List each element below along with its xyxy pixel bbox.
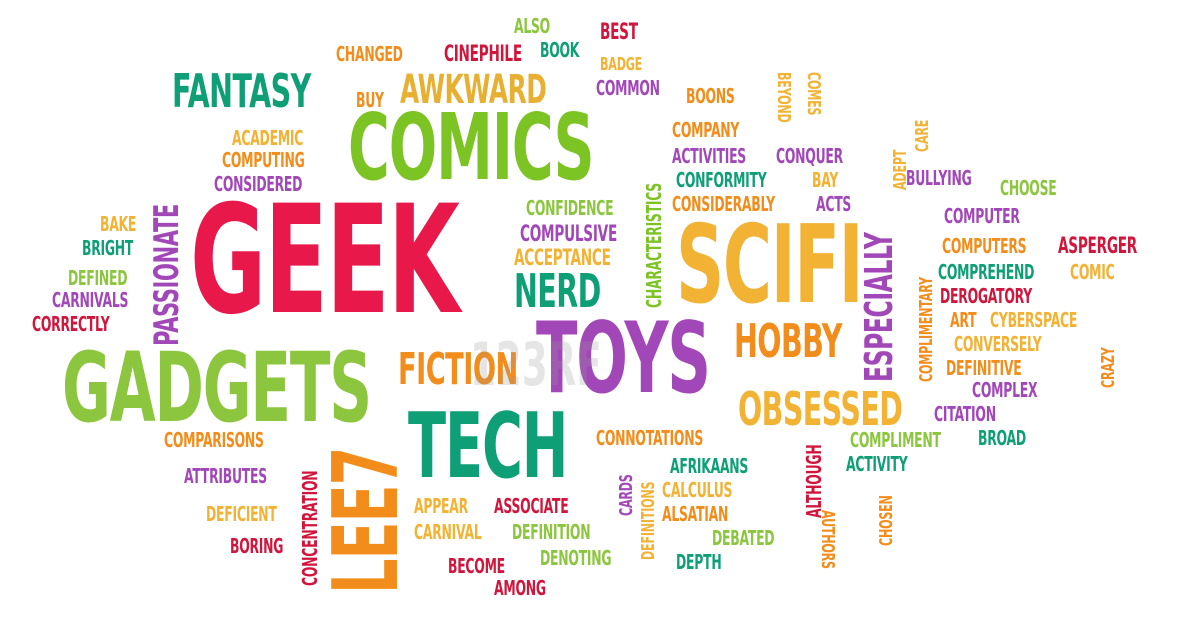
- word-considerably: CONSIDERABLY: [672, 192, 775, 216]
- word-debated: DEBATED: [712, 526, 775, 550]
- word-conversely: CONVERSELY: [954, 332, 1042, 356]
- word-academic: ACADEMIC: [232, 126, 304, 150]
- word-computer: COMPUTER: [944, 204, 1020, 228]
- word-citation: CITATION: [934, 402, 996, 426]
- word-confidence: CONFIDENCE: [526, 196, 614, 220]
- word-conformity: CONFORMITY: [676, 168, 767, 192]
- word-comprehend: COMPREHEND: [938, 260, 1035, 284]
- word-passionate: PASSIONATE: [147, 204, 187, 346]
- word-carnival: CARNIVAL: [414, 520, 482, 544]
- word-best: BEST: [600, 20, 638, 45]
- word-awkward: AWKWARD: [400, 67, 547, 113]
- word-depth: DEPTH: [676, 550, 722, 574]
- word-cyberspace: CYBERSPACE: [990, 308, 1078, 332]
- word-associate: ASSOCIATE: [494, 494, 569, 518]
- word-deficient: DEFICIENT: [206, 502, 277, 526]
- word-attributes: ATTRIBUTES: [184, 464, 267, 488]
- word-boring: BORING: [230, 534, 284, 558]
- word-definitive: DEFINITIVE: [946, 356, 1022, 380]
- word-defined: DEFINED: [68, 266, 128, 290]
- word-especially: ESPECIALLY: [857, 232, 901, 382]
- word-complimentary: COMPLIMENTARY: [916, 277, 937, 382]
- word-acceptance: ACCEPTANCE: [514, 246, 611, 271]
- word-company: COMPANY: [672, 118, 740, 142]
- word-bullying: BULLYING: [906, 166, 972, 190]
- word-nerd: NERD: [514, 264, 601, 318]
- word-tech: TECH: [408, 394, 568, 499]
- word-toys: TOYS: [536, 302, 711, 416]
- word-obsessed: OBSESSED: [738, 382, 903, 436]
- word-compulsive: COMPULSIVE: [520, 222, 617, 247]
- word-care: CARE: [912, 119, 933, 152]
- word-bake: BAKE: [100, 212, 137, 236]
- word-comes: COMES: [803, 72, 824, 116]
- word-compliment: COMPLIMENT: [850, 428, 941, 452]
- word-conquer: CONQUER: [776, 144, 843, 168]
- word-broad: BROAD: [978, 426, 1026, 450]
- word-also: ALSO: [514, 14, 550, 38]
- word-hobby: HOBBY: [734, 314, 842, 368]
- word-derogatory: DEROGATORY: [940, 284, 1033, 308]
- word-comparisons: COMPARISONS: [164, 428, 264, 452]
- watermark: 123RF: [470, 330, 602, 400]
- word-carnivals: CARNIVALS: [52, 288, 129, 312]
- word-considered: CONSIDERED: [214, 172, 303, 196]
- word-changed: CHANGED: [336, 42, 403, 66]
- word-comic: COMIC: [1070, 260, 1115, 284]
- word-crazy: CRAZY: [1098, 347, 1119, 388]
- word-connotations: CONNOTATIONS: [596, 426, 704, 450]
- word-definition: DEFINITION: [512, 520, 591, 544]
- word-geek: GEEK: [190, 174, 460, 348]
- word-badge: BADGE: [600, 54, 643, 75]
- word-become: BECOME: [448, 554, 505, 578]
- word-comics: COMICS: [348, 94, 595, 201]
- word-asperger: ASPERGER: [1058, 234, 1138, 259]
- word-denoting: DENOTING: [540, 546, 612, 570]
- word-complex: COMPLEX: [972, 378, 1038, 402]
- word-definitions: DEFINITIONS: [638, 481, 659, 560]
- word-fiction: FICTION: [398, 344, 518, 395]
- word-concentration: CONCENTRATION: [298, 470, 322, 586]
- word-gadgets: GADGETS: [62, 332, 372, 444]
- word-computing: COMPUTING: [222, 148, 305, 172]
- word-appear: APPEAR: [414, 494, 468, 518]
- word-cards: CARDS: [616, 474, 637, 516]
- word-boons: BOONS: [686, 84, 735, 108]
- word-choose: CHOOSE: [1000, 176, 1057, 200]
- word-bay: BAY: [812, 168, 839, 192]
- word-art: ART: [950, 308, 977, 332]
- word-characteristics: CHARACTERISTICS: [642, 183, 666, 308]
- word-acts: ACTS: [816, 192, 852, 216]
- word-afrikaans: AFRIKAANS: [670, 454, 749, 478]
- word-bright: BRIGHT: [82, 236, 134, 260]
- word-book: BOOK: [540, 38, 580, 62]
- word-fantasy: FANTASY: [172, 64, 311, 118]
- word-correctly: CORRECTLY: [32, 312, 110, 336]
- word-scifi: SCIFI: [676, 203, 864, 328]
- word-activity: ACTIVITY: [846, 452, 908, 476]
- word-buy: BUY: [356, 88, 384, 112]
- word-activities: ACTIVITIES: [672, 144, 746, 168]
- word-common: COMMON: [596, 76, 660, 100]
- word-among: AMONG: [494, 576, 546, 600]
- word-cinephile: CINEPHILE: [444, 42, 522, 67]
- word-calculus: CALCULUS: [662, 478, 733, 502]
- word-leet: LEE7: [314, 447, 419, 594]
- word-alsatian: ALSATIAN: [662, 502, 729, 526]
- word-computers: COMPUTERS: [942, 234, 1027, 258]
- word-although: ALTHOUGH: [802, 444, 826, 518]
- word-beyond: BEYOND: [773, 72, 794, 123]
- word-authors: AUTHORS: [817, 510, 838, 569]
- word-chosen: CHOSEN: [876, 495, 897, 546]
